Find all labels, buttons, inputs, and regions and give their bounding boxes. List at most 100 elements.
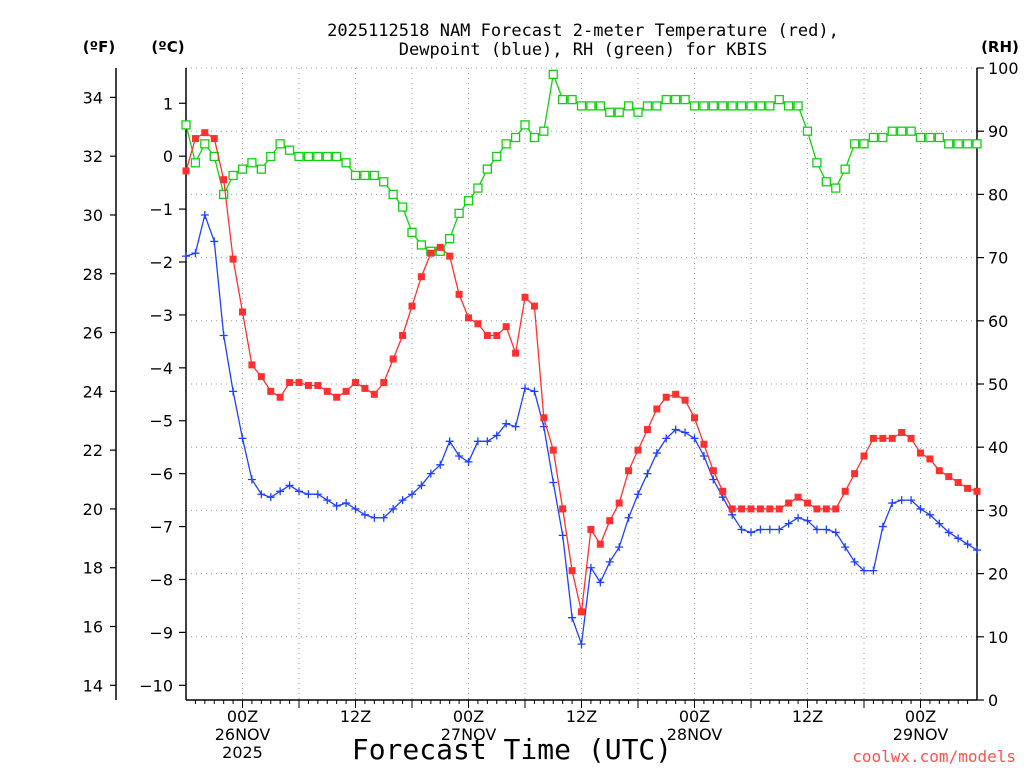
rh-tick-label: 30 [988, 501, 1008, 520]
temperature-point [210, 135, 218, 143]
dewpoint-point [247, 475, 256, 484]
celsius-tick-label: 1 [163, 94, 173, 113]
rh-point [784, 101, 794, 111]
dewpoint-point [690, 434, 699, 443]
fahrenheit-axis-label: (ºF) [83, 38, 115, 56]
temperature-point [530, 302, 538, 310]
temperature-point [455, 290, 463, 298]
temperature-point [832, 505, 840, 513]
rh-point [303, 151, 314, 162]
x-tick-label: 29NOV [893, 725, 949, 744]
celsius-tick-label: −10 [139, 676, 173, 695]
temperature-point [917, 449, 924, 457]
rh-series [181, 69, 982, 256]
temperature-point [239, 308, 246, 316]
dewpoint-point [784, 519, 793, 528]
dewpoint-point [182, 252, 190, 261]
rh-point [567, 94, 577, 105]
rh-point [473, 183, 483, 193]
x-tick-label: 12Z [792, 707, 823, 726]
celsius-tick-label: −5 [149, 412, 173, 431]
rh-point [341, 158, 351, 168]
temperature-point [370, 390, 378, 398]
rh-point [360, 170, 370, 181]
temperature-point [785, 499, 793, 507]
temperature-point [417, 273, 425, 281]
fahrenheit-tick-label: 32 [83, 147, 103, 166]
dewpoint-point [502, 419, 511, 428]
temperature-series [182, 129, 981, 616]
dewpoint-series [182, 210, 981, 649]
rh-point [219, 189, 229, 200]
temperature-point [935, 467, 943, 475]
rh-point [755, 101, 766, 111]
fahrenheit-tick-label: 28 [83, 265, 103, 284]
temperature-point [493, 331, 501, 339]
rh-point [388, 189, 398, 200]
temperature-point [662, 393, 670, 401]
temperature-point [201, 129, 209, 137]
rh-point [671, 94, 681, 105]
temperature-point [220, 176, 228, 184]
dewpoint-point [652, 449, 661, 458]
fahrenheit-tick-label: 24 [83, 382, 103, 401]
dewpoint-point [219, 331, 228, 340]
rh-point [454, 208, 464, 219]
temperature-point [672, 390, 680, 398]
rh-point [897, 126, 907, 136]
dewpoint-point [756, 525, 765, 534]
rh-tick-label: 80 [988, 185, 1008, 204]
temperature-point [314, 381, 322, 389]
temperature-point [465, 314, 472, 322]
temperature-point [766, 505, 774, 513]
dewpoint-point [765, 525, 774, 534]
temperature-point [907, 434, 915, 442]
dewpoint-point [558, 531, 567, 540]
temperature-point [804, 499, 811, 507]
rh-point [576, 101, 587, 111]
dewpoint-point [323, 496, 332, 505]
temperature-point [559, 505, 567, 513]
temperature-point [267, 387, 275, 395]
rh-point [275, 139, 285, 149]
rh-point [793, 101, 803, 111]
rh-point [313, 151, 323, 162]
chart-title-line-1: 2025112518 NAM Forecast 2-meter Temperat… [327, 21, 839, 41]
dewpoint-point [426, 469, 435, 478]
dewpoint-point [332, 501, 341, 510]
dewpoint-point [869, 566, 878, 575]
dewpoint-point [191, 249, 200, 258]
dewpoint-point [897, 496, 906, 505]
temperature-point [615, 499, 623, 507]
celsius-tick-label: −8 [149, 570, 173, 589]
rh-point [934, 132, 944, 143]
rh-point [237, 164, 248, 174]
rh-point [623, 101, 634, 111]
rh-point [614, 107, 624, 117]
dewpoint-point [916, 504, 925, 513]
dewpoint-point [615, 543, 624, 552]
temperature-point [295, 379, 303, 387]
dewpoint-point [473, 437, 482, 446]
chart-title-line-2: Dewpoint (blue), RH (green) for KBIS [399, 40, 767, 60]
dewpoint-point [313, 490, 322, 499]
celsius-tick-label: −2 [149, 253, 173, 272]
rh-tick-label: 60 [988, 312, 1008, 331]
temperature-point [794, 493, 802, 501]
x-axis-title: Forecast Time (UTC) [352, 733, 672, 766]
dewpoint-point [831, 528, 840, 537]
temperature-point [549, 446, 557, 454]
rh-tick-label: 10 [988, 628, 1008, 647]
temperature-point [229, 255, 237, 263]
temperature-point [625, 467, 633, 475]
temperature-point [643, 426, 651, 434]
dewpoint-point [549, 478, 558, 487]
dewpoint-point [907, 496, 916, 505]
rh-point [774, 94, 784, 105]
dewpoint-point [238, 434, 247, 443]
temperature-point [304, 381, 312, 389]
temperature-point [257, 373, 265, 381]
temperature-point [474, 320, 482, 328]
rh-point [501, 139, 511, 149]
dewpoint-point [935, 519, 944, 528]
